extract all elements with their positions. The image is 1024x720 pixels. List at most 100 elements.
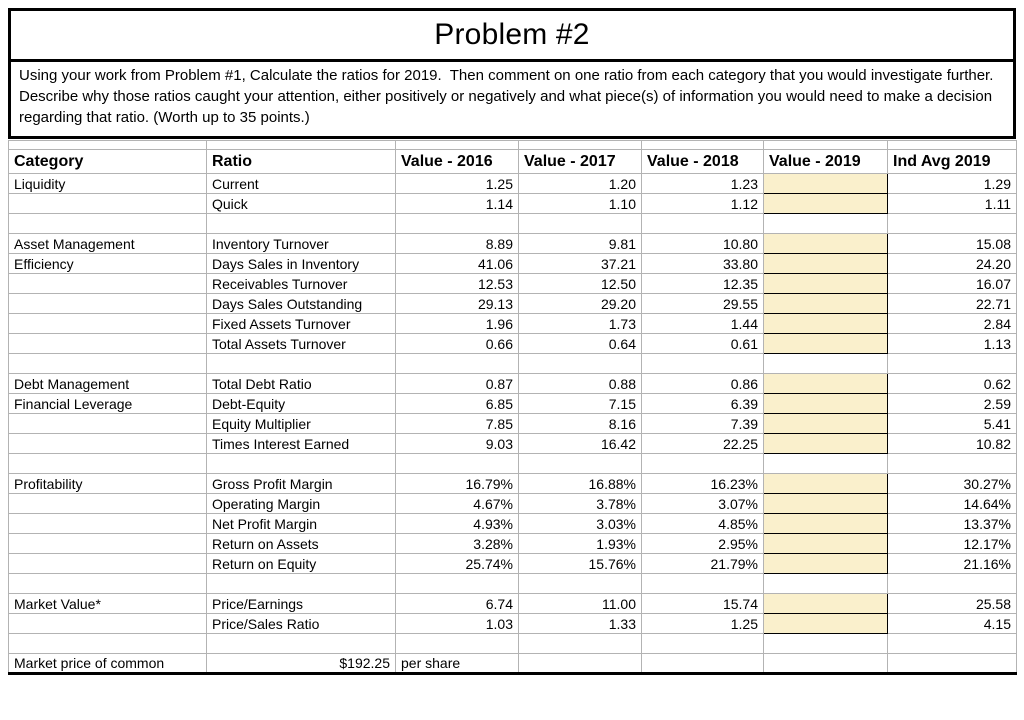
- spacer-cell: [8, 140, 207, 150]
- category-cell: [8, 533, 207, 554]
- value-2016-cell: [395, 213, 519, 234]
- col-header-ratio: Ratio: [206, 149, 396, 174]
- ind-avg-2019-cell: 1.11: [887, 193, 1017, 214]
- ratio-cell: Inventory Turnover: [206, 233, 396, 254]
- ratio-cell: Gross Profit Margin: [206, 473, 396, 494]
- value-2019-input-cell[interactable]: [763, 313, 888, 334]
- value-2018-cell: [641, 353, 764, 374]
- value-2019-input-cell[interactable]: [763, 233, 888, 254]
- value-2017-cell: [518, 453, 642, 474]
- value-2017-cell: 37.21: [518, 253, 642, 274]
- ratio-cell: Return on Equity: [206, 553, 396, 574]
- value-2018-cell: [641, 633, 764, 654]
- value-2018-cell: 3.07%: [641, 493, 764, 514]
- value-2019-input-cell[interactable]: [763, 553, 888, 574]
- ind-avg-2019-cell: 4.15: [887, 613, 1017, 634]
- value-2019-input-cell[interactable]: [763, 613, 888, 634]
- category-cell: Financial Leverage: [8, 393, 207, 414]
- value-2019-input-cell[interactable]: [763, 533, 888, 554]
- category-cell: [8, 293, 207, 314]
- value-2017-cell: [518, 633, 642, 654]
- value-2019-input-cell[interactable]: [763, 513, 888, 534]
- value-2019-input-cell[interactable]: [763, 293, 888, 314]
- table-row: Price/Sales Ratio 1.03 1.33 1.25 4.15: [8, 613, 1017, 634]
- value-2016-cell: 9.03: [395, 433, 519, 454]
- category-cell: [8, 213, 207, 234]
- value-2016-cell: [395, 633, 519, 654]
- category-cell: [8, 353, 207, 374]
- value-2019-input-cell[interactable]: [763, 193, 888, 214]
- ratio-cell: Quick: [206, 193, 396, 214]
- value-2018-cell: 33.80: [641, 253, 764, 274]
- value-2018-cell: 10.80: [641, 233, 764, 254]
- table-row: Efficiency Days Sales in Inventory 41.06 37…: [8, 253, 1017, 274]
- value-2017-cell: 11.00: [518, 593, 642, 614]
- spacer-row: [8, 353, 1017, 374]
- ind-avg-2019-cell: [887, 653, 1017, 675]
- spacer-row: [8, 633, 1017, 654]
- value-2019-input-cell[interactable]: [763, 393, 888, 414]
- col-header-value-2019: Value - 2019: [763, 149, 888, 174]
- ratio-cell: [206, 213, 396, 234]
- value-2016-cell: 8.89: [395, 233, 519, 254]
- table-row: Operating Margin 4.67% 3.78% 3.07% 14.64%: [8, 493, 1017, 514]
- value-2019-input-cell[interactable]: [763, 593, 888, 614]
- value-2017-cell: 0.88: [518, 373, 642, 394]
- ratio-cell: [206, 573, 396, 594]
- ind-avg-2019-cell: 16.07: [887, 273, 1017, 294]
- value-2019-input-cell[interactable]: [763, 173, 888, 194]
- value-2018-cell: 29.55: [641, 293, 764, 314]
- value-2019-input-cell[interactable]: [763, 373, 888, 394]
- category-cell: [8, 553, 207, 574]
- value-2017-cell: 7.15: [518, 393, 642, 414]
- ind-avg-2019-cell: 14.64%: [887, 493, 1017, 514]
- instructions-text: Using your work from Problem #1, Calcula…: [8, 62, 1016, 139]
- ind-avg-2019-cell: [887, 213, 1017, 234]
- value-2019-input-cell[interactable]: [763, 433, 888, 454]
- value-2019-input-cell[interactable]: [763, 473, 888, 494]
- value-2018-cell: 1.23: [641, 173, 764, 194]
- value-2017-cell: 3.03%: [518, 513, 642, 534]
- value-2016-cell: [395, 573, 519, 594]
- value-2019-input-cell[interactable]: [763, 333, 888, 354]
- value-2016-cell: 0.87: [395, 373, 519, 394]
- table-row: Asset Management Inventory Turnover 8.89 9.…: [8, 233, 1017, 254]
- value-2016-cell: 12.53: [395, 273, 519, 294]
- value-2018-cell: [641, 453, 764, 474]
- value-2018-cell: 15.74: [641, 593, 764, 614]
- page-title: Problem #2: [434, 18, 590, 51]
- table-row: Debt Management Total Debt Ratio 0.87 0.88 0…: [8, 373, 1017, 394]
- ratio-cell: Price/Sales Ratio: [206, 613, 396, 634]
- category-cell: [8, 313, 207, 334]
- value-2019-input-cell[interactable]: [763, 253, 888, 274]
- spacer-row: [8, 453, 1017, 474]
- ratio-cell: Fixed Assets Turnover: [206, 313, 396, 334]
- value-2018-cell: [641, 573, 764, 594]
- value-2019-input-cell[interactable]: [763, 413, 888, 434]
- value-2018-cell: 6.39: [641, 393, 764, 414]
- value-2017-cell: 1.93%: [518, 533, 642, 554]
- value-2017-cell: 16.42: [518, 433, 642, 454]
- value-2016-cell: 29.13: [395, 293, 519, 314]
- value-2017-cell: [518, 353, 642, 374]
- col-header-value-2017: Value - 2017: [518, 149, 642, 174]
- category-cell: [8, 413, 207, 434]
- col-header-ind-avg-2019: Ind Avg 2019: [887, 149, 1017, 174]
- value-2019-input-cell[interactable]: [763, 493, 888, 514]
- ratio-cell: Operating Margin: [206, 493, 396, 514]
- value-2016-cell: [395, 353, 519, 374]
- ind-avg-2019-cell: [887, 633, 1017, 654]
- ind-avg-2019-cell: 2.84: [887, 313, 1017, 334]
- ratio-cell: Times Interest Earned: [206, 433, 396, 454]
- ind-avg-2019-cell: 12.17%: [887, 533, 1017, 554]
- ind-avg-2019-cell: 15.08: [887, 233, 1017, 254]
- table-row: Return on Assets 3.28% 1.93% 2.95% 12.17%: [8, 533, 1017, 554]
- value-2016-cell: 7.85: [395, 413, 519, 434]
- value-2019-input-cell[interactable]: [763, 273, 888, 294]
- worksheet-page: Problem #2 Using your work from Problem …: [8, 8, 1017, 675]
- ratio-cell: Total Assets Turnover: [206, 333, 396, 354]
- ratio-cell: [206, 353, 396, 374]
- table-row: Fixed Assets Turnover 1.96 1.73 1.44 2.84: [8, 313, 1017, 334]
- table-row: Market Value* Price/Earnings 6.74 11.00 15.7…: [8, 593, 1017, 614]
- ind-avg-2019-cell: 25.58: [887, 593, 1017, 614]
